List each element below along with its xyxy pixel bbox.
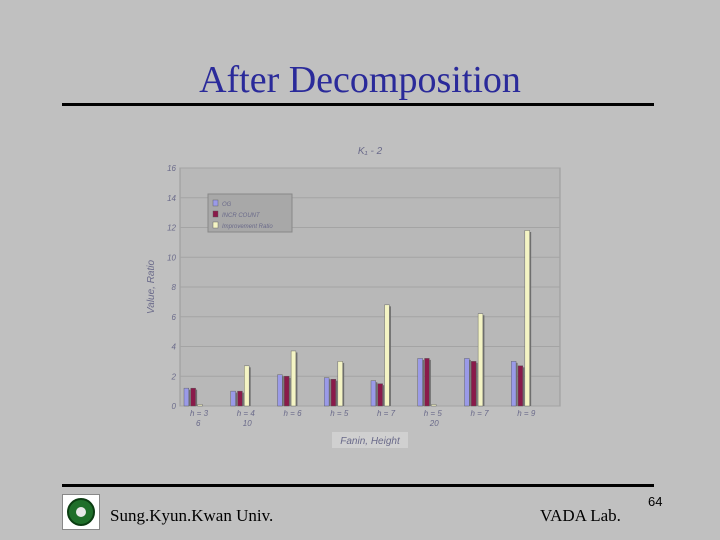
x-tick-label-line2: 20 (429, 419, 439, 428)
bar-series-3 (290, 350, 297, 407)
bar-series-2 (284, 376, 290, 407)
slide-title: After Decomposition (199, 59, 521, 101)
x-tick-label: h = 7 (471, 409, 490, 418)
x-axis-label: Fanin, Height (340, 436, 401, 447)
bar-series-3 (477, 313, 484, 407)
legend-box (207, 193, 293, 233)
bar-shadow (295, 352, 298, 406)
bar-series-1 (464, 358, 470, 407)
bar-shadow (529, 231, 532, 406)
bar-shadow (422, 359, 425, 406)
bar-shadow (342, 362, 345, 406)
bar-shadow (389, 306, 391, 406)
bar-series-2 (471, 361, 477, 407)
bar-series-3 (244, 365, 250, 407)
x-axis-label-box (332, 432, 408, 448)
x-tick-label-line2: 10 (243, 419, 252, 428)
x-tick-label-line2: 6 (196, 419, 201, 428)
legend-entry: INCR COUNT (222, 213, 261, 219)
bar-shadow (522, 367, 525, 406)
bar-shadow (482, 315, 485, 406)
bar-series-1 (511, 361, 517, 407)
legend-entry: OG (222, 202, 232, 208)
bar-shadow (289, 377, 291, 406)
bar-shadow (476, 362, 478, 406)
x-tick-label: h = 5 (330, 409, 349, 418)
bar-shadow (382, 385, 385, 406)
bar-series-3 (197, 404, 203, 407)
bar-shadow (329, 379, 331, 406)
x-tick-label: h = 3 (190, 409, 209, 418)
bar-series-1 (183, 387, 190, 407)
bar-series-2 (377, 383, 383, 407)
bar-series-3 (337, 361, 343, 407)
bar-shadow (282, 376, 284, 406)
bar-shadow (235, 392, 238, 406)
legend-entry: Improvement Ratio (222, 224, 273, 230)
bar-shadow (469, 359, 471, 406)
bar-shadow (242, 392, 244, 406)
y-tick-label: 14 (167, 194, 176, 203)
bar-shadow (249, 367, 251, 406)
y-tick-label: 4 (172, 343, 177, 352)
y-tick-label: 12 (167, 224, 176, 233)
bar-shadow (195, 389, 198, 406)
y-tick-label: 6 (172, 313, 177, 322)
bar-series-3 (524, 230, 530, 407)
emblem-icon (67, 498, 95, 526)
y-tick-label: 0 (172, 402, 177, 411)
page-number: 64 (648, 494, 663, 509)
bar-series-2 (424, 358, 430, 407)
bar-series-1 (277, 374, 283, 407)
bar-shadow (375, 382, 378, 406)
footer-lab: VADA Lab. (540, 506, 621, 525)
bar-shadow (188, 389, 191, 406)
legend-swatch (212, 199, 219, 207)
bar-shadow (335, 380, 338, 406)
x-tick-label: h = 7 (377, 409, 396, 418)
footer-university: Sung.Kyun.Kwan Univ. (110, 506, 274, 525)
y-tick-label: 2 (171, 372, 177, 381)
chart-title: K₁ - 2 (358, 146, 383, 157)
x-tick-label: h = 9 (517, 409, 536, 418)
bar-series-2 (517, 365, 524, 407)
bar-series-3 (384, 304, 390, 407)
y-axis-label: Value, Ratio (146, 260, 157, 315)
y-tick-label: 8 (172, 283, 177, 292)
x-tick-label: h = 4 (237, 409, 256, 418)
bar-shadow (429, 359, 431, 406)
legend-swatch (212, 210, 219, 218)
x-tick-label: h = 6 (284, 409, 303, 418)
bar-series-1 (324, 377, 330, 407)
bar-series-1 (417, 358, 423, 407)
bar-shadow (516, 362, 518, 406)
x-tick-label: h = 5 (424, 409, 443, 418)
legend-swatch (212, 221, 219, 229)
footer-divider (62, 484, 654, 487)
bar-series-1 (370, 380, 377, 407)
bar-series-2 (190, 387, 196, 407)
y-tick-label: 16 (167, 164, 176, 173)
bar-series-2 (237, 390, 243, 407)
title-underline (62, 103, 654, 106)
bar-series-2 (330, 379, 337, 407)
university-logo (62, 494, 100, 530)
bar-series-3 (431, 404, 437, 407)
y-tick-label: 10 (167, 253, 176, 262)
bar-series-1 (230, 390, 236, 407)
